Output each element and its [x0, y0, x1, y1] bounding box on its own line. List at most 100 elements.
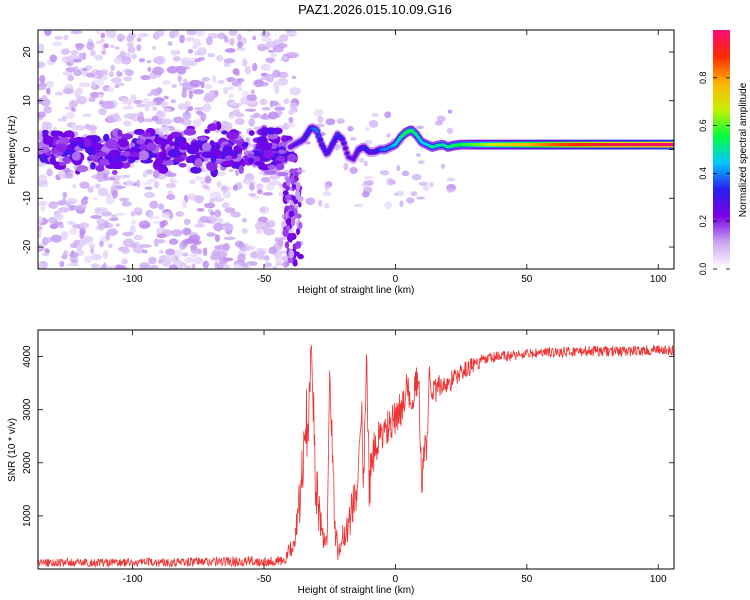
- noise-cell: [124, 174, 131, 179]
- noise-cell: [114, 185, 127, 189]
- noise-cell: [180, 57, 191, 66]
- noise-cell: [183, 218, 191, 226]
- band-cell: [116, 161, 123, 170]
- noise-cell: [313, 109, 324, 117]
- noise-cell: [58, 169, 66, 179]
- noise-cell: [216, 54, 224, 62]
- band-cell: [278, 149, 286, 155]
- noise-cell: [105, 196, 115, 205]
- noise-cell: [234, 240, 244, 248]
- noise-cell: [258, 249, 266, 258]
- noise-cell: [98, 108, 107, 116]
- noise-cell: [207, 52, 216, 58]
- noise-cell: [216, 262, 224, 269]
- noise-cell: [260, 176, 271, 183]
- streak-cell: [297, 253, 304, 260]
- streak-cell: [289, 168, 296, 174]
- noise-cell: [214, 209, 222, 218]
- noise-cell: [235, 112, 245, 118]
- noise-cell: [201, 77, 210, 82]
- noise-cell: [38, 215, 44, 225]
- noise-cell: [197, 56, 205, 61]
- noise-cell: [189, 60, 198, 67]
- spectrogram-image: [38, 30, 457, 269]
- noise-cell: [89, 91, 101, 98]
- band-cell: [69, 132, 75, 139]
- snr-series-line: [38, 344, 674, 569]
- noise-cell: [90, 49, 96, 57]
- noise-cell: [172, 30, 180, 38]
- noise-cell: [70, 259, 79, 264]
- noise-cell: [213, 222, 224, 232]
- noise-cell: [95, 40, 103, 45]
- noise-cell: [264, 262, 272, 268]
- noise-cell: [118, 197, 130, 202]
- band-cell: [49, 157, 56, 165]
- noise-cell: [64, 106, 72, 110]
- noise-cell: [158, 203, 165, 211]
- streak-cell: [290, 174, 295, 185]
- noise-cell: [83, 196, 89, 200]
- noise-cell: [113, 112, 120, 120]
- noise-cell: [96, 207, 109, 212]
- noise-cell: [149, 200, 159, 209]
- noise-cell: [204, 92, 215, 102]
- band-cell: [185, 144, 199, 151]
- noise-cell: [126, 98, 133, 106]
- noise-cell: [256, 183, 264, 190]
- noise-cell: [38, 262, 43, 269]
- band-cell: [264, 170, 277, 175]
- noise-cell: [171, 84, 178, 89]
- noise-cell: [144, 191, 156, 199]
- noise-cell: [202, 103, 212, 113]
- noise-cell: [274, 85, 280, 95]
- noise-cell: [38, 174, 48, 182]
- noise-cell: [135, 103, 147, 108]
- band-cell: [253, 161, 265, 166]
- noise-cell: [143, 181, 152, 185]
- noise-cell: [261, 36, 272, 42]
- noise-cell: [236, 41, 243, 49]
- noise-cell: [41, 121, 50, 130]
- noise-cell: [296, 169, 306, 173]
- noise-cell: [230, 38, 235, 46]
- noise-cell: [82, 235, 94, 244]
- noise-cell: [96, 30, 101, 35]
- snr-y-label: SNR (10 * v/v): [7, 418, 18, 482]
- band-cell: [114, 153, 121, 162]
- noise-cell: [142, 98, 150, 104]
- band-cell: [262, 150, 274, 159]
- y-tick-label: 4000: [22, 345, 33, 368]
- noise-cell: [147, 178, 158, 183]
- x-tick-label: 0: [393, 274, 399, 285]
- noise-cell: [73, 69, 82, 77]
- noise-cell: [122, 105, 134, 110]
- noise-cell: [276, 237, 288, 241]
- noise-cell: [234, 118, 245, 126]
- noise-cell: [165, 194, 176, 201]
- y-tick-label: 20: [22, 46, 33, 58]
- noise-cell: [446, 188, 455, 193]
- noise-cell: [440, 163, 446, 169]
- noise-cell: [250, 89, 255, 95]
- noise-cell: [54, 91, 63, 96]
- noise-cell: [122, 231, 134, 237]
- noise-cell: [219, 256, 228, 265]
- noise-cell: [75, 204, 87, 211]
- noise-cell: [259, 205, 270, 214]
- noise-cell: [222, 223, 234, 232]
- ridge-core: [304, 134, 309, 138]
- noise-cell: [50, 234, 62, 243]
- noise-cell: [88, 96, 96, 102]
- band-cell: [111, 170, 118, 175]
- streak-cell: [295, 190, 300, 200]
- noise-cell: [224, 207, 236, 213]
- noise-cell: [289, 52, 300, 58]
- noise-cell: [63, 34, 69, 41]
- ridge-core: [327, 147, 332, 152]
- noise-cell: [102, 100, 114, 110]
- streak-cell: [285, 218, 292, 226]
- noise-cell: [126, 42, 134, 47]
- noise-cell: [60, 48, 71, 55]
- band-cell: [161, 159, 174, 166]
